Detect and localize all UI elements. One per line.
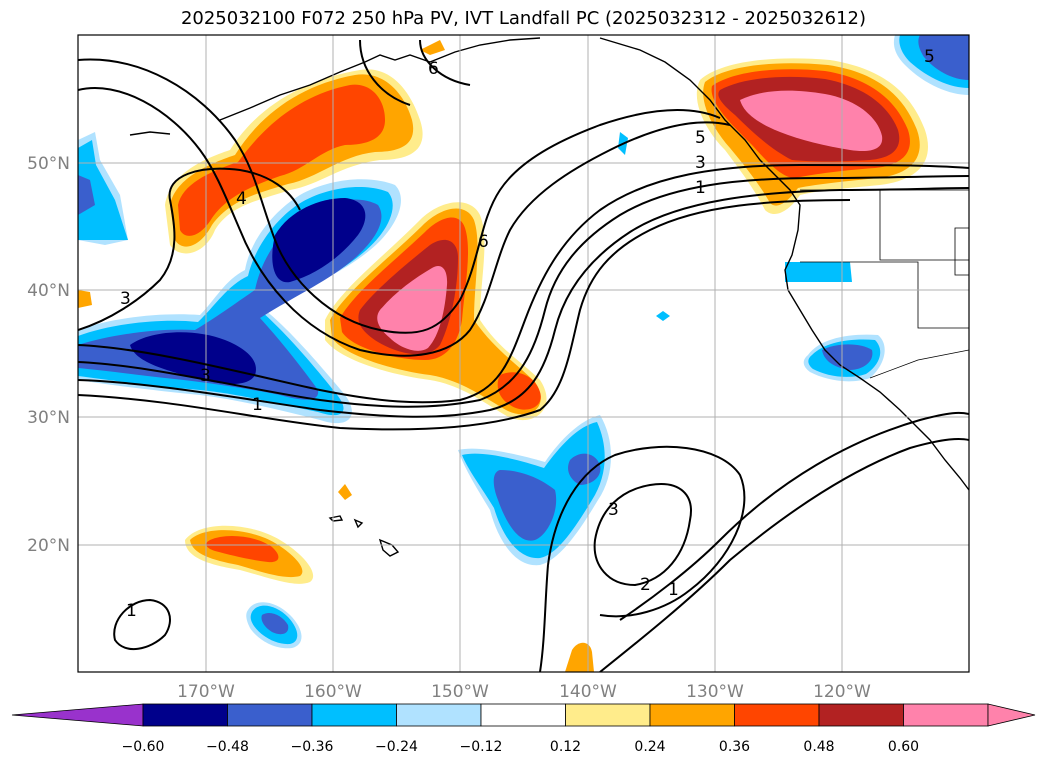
contour-label: 4 [236, 189, 247, 209]
colorbar [11, 703, 1036, 727]
map-title: 2025032100 F072 250 hPa PV, IVT Landfall… [180, 8, 867, 29]
pv-contours [78, 39, 969, 672]
colorbar-segment [903, 703, 989, 727]
colorbar-ticks: −0.60 −0.48 −0.36 −0.24 −0.12 0.12 0.24 … [122, 739, 920, 755]
contour-label: 3 [608, 500, 619, 520]
contour-label: 6 [428, 59, 439, 79]
contour-label: 3 [200, 366, 211, 386]
contour-label: 2 [640, 575, 651, 595]
contour-label: 3 [695, 153, 706, 173]
lat-tick-labels: 50°N 40°N 30°N 20°N [27, 154, 70, 556]
lon-tick-label: 170°W [177, 682, 235, 702]
lat-tick-label: 30°N [27, 408, 70, 428]
colorbar-tick-label: −0.60 [122, 739, 165, 755]
lat-tick-label: 40°N [27, 281, 70, 301]
lon-tick-label: 140°W [559, 682, 617, 702]
contour-label: 1 [126, 601, 137, 621]
colorbar-segment [649, 703, 735, 727]
lat-tick-label: 50°N [27, 154, 70, 174]
colorbar-tick-label: 0.24 [634, 739, 665, 755]
colorbar-segment [396, 703, 482, 727]
colorbar-segment [565, 703, 651, 727]
colorbar-tick-label: 0.12 [550, 739, 581, 755]
colorbar-segment [818, 703, 904, 727]
colorbar-tick-label: 0.48 [803, 739, 834, 755]
contour-label: 1 [695, 178, 706, 198]
contour-label: 1 [668, 580, 679, 600]
colorbar-segment [142, 703, 228, 727]
lon-tick-label: 130°W [686, 682, 744, 702]
map-area: 3 3 4 1 6 5 3 1 3 2 1 1 6 5 [78, 35, 969, 672]
lon-tick-label: 160°W [304, 682, 362, 702]
lon-tick-labels: 170°W 160°W 150°W 140°W 130°W 120°W [177, 682, 871, 702]
negative-anomaly-fills [78, 35, 969, 649]
lon-tick-label: 120°W [813, 682, 871, 702]
contour-label-group: 3 3 4 1 6 5 3 1 3 2 1 1 6 5 [120, 47, 935, 621]
lat-tick-label: 20°N [27, 536, 70, 556]
colorbar-tick-label: 0.36 [719, 739, 750, 755]
colorbar-segment [734, 703, 820, 727]
colorbar-segment [480, 703, 566, 727]
contour-label: 6 [478, 232, 489, 252]
contour-label: 5 [695, 128, 706, 148]
colorbar-tick-label: −0.12 [460, 739, 503, 755]
colorbar-tick-label: 0.60 [888, 739, 919, 755]
contour-label: 1 [252, 395, 263, 415]
colorbar-extend-high [987, 703, 1036, 727]
colorbar-extend-low [11, 703, 144, 727]
colorbar-tick-label: −0.48 [206, 739, 249, 755]
colorbar-tick-label: −0.24 [375, 739, 418, 755]
lon-tick-label: 150°W [431, 682, 489, 702]
contour-label: 5 [924, 47, 935, 67]
contour-label: 3 [120, 289, 131, 309]
colorbar-tick-label: −0.36 [291, 739, 334, 755]
colorbar-segment [311, 703, 397, 727]
colorbar-segment [227, 703, 313, 727]
map-frame [77, 34, 970, 673]
